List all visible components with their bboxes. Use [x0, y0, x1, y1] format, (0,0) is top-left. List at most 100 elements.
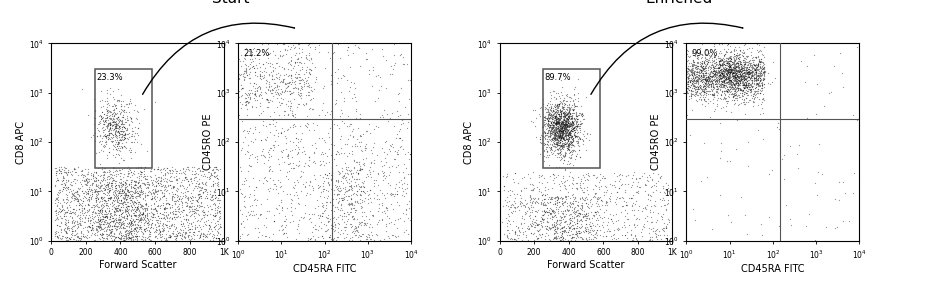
Point: [120, 188, 134, 193]
Point: [92, 237, 107, 241]
Point: [127, 180, 142, 184]
Point: [731, 102, 746, 107]
Point: [334, 214, 349, 218]
Point: [656, 227, 671, 232]
Point: [680, 54, 695, 59]
Point: [269, 71, 284, 76]
Point: [102, 132, 117, 137]
Point: [273, 91, 288, 95]
Point: [106, 126, 121, 131]
Point: [123, 226, 138, 231]
Point: [188, 210, 203, 214]
Point: [717, 79, 732, 84]
Point: [59, 214, 74, 219]
Point: [736, 51, 751, 56]
Point: [113, 191, 128, 195]
Point: [554, 135, 569, 140]
Point: [602, 182, 617, 186]
Point: [545, 130, 559, 134]
Point: [335, 231, 350, 235]
Point: [133, 192, 148, 196]
Point: [739, 68, 754, 72]
Point: [575, 214, 590, 218]
Point: [340, 219, 355, 224]
Point: [137, 237, 152, 242]
Point: [378, 86, 393, 91]
Point: [685, 63, 700, 68]
Point: [535, 217, 550, 221]
Point: [102, 221, 117, 225]
Point: [112, 138, 127, 142]
Point: [547, 132, 562, 137]
Point: [721, 55, 736, 60]
Point: [211, 182, 226, 186]
Point: [559, 137, 574, 142]
Point: [732, 68, 747, 73]
Point: [784, 222, 799, 227]
Point: [557, 114, 572, 119]
Point: [106, 89, 120, 93]
Point: [99, 132, 114, 137]
Point: [376, 108, 391, 112]
Point: [721, 67, 736, 71]
Point: [547, 128, 562, 133]
Point: [553, 135, 568, 140]
Point: [545, 117, 559, 121]
Point: [352, 64, 367, 68]
Point: [565, 192, 580, 197]
Point: [75, 184, 90, 189]
Point: [274, 129, 289, 134]
Point: [101, 231, 116, 236]
Point: [261, 148, 276, 152]
Point: [389, 164, 403, 169]
Point: [577, 213, 592, 218]
Point: [163, 225, 177, 230]
Point: [580, 203, 595, 208]
Point: [251, 61, 266, 65]
Point: [556, 228, 571, 233]
Point: [726, 75, 741, 80]
Point: [558, 102, 573, 106]
Point: [564, 127, 579, 131]
Point: [546, 119, 561, 124]
Point: [61, 220, 76, 224]
Point: [187, 226, 202, 231]
Point: [694, 68, 709, 73]
Point: [175, 203, 190, 207]
Point: [254, 138, 269, 142]
Point: [699, 89, 714, 93]
Point: [278, 134, 293, 139]
Point: [716, 88, 731, 93]
Point: [278, 173, 293, 178]
Point: [238, 67, 253, 72]
Point: [102, 121, 117, 126]
Point: [348, 116, 363, 121]
Point: [563, 224, 578, 228]
Point: [544, 149, 559, 154]
Point: [716, 68, 731, 73]
Point: [553, 95, 568, 100]
Point: [113, 233, 128, 237]
Point: [545, 171, 560, 176]
Point: [575, 139, 590, 143]
Point: [133, 190, 148, 194]
Point: [176, 207, 191, 212]
Point: [160, 179, 175, 184]
Point: [711, 77, 726, 82]
Point: [557, 138, 572, 143]
Point: [299, 70, 314, 75]
Point: [559, 106, 573, 111]
Point: [118, 210, 133, 215]
Point: [726, 72, 741, 77]
Point: [89, 193, 104, 198]
Point: [114, 121, 129, 126]
Point: [690, 79, 705, 84]
Point: [552, 130, 567, 135]
Point: [700, 71, 715, 75]
Point: [259, 81, 274, 86]
Point: [540, 102, 555, 107]
Point: [729, 79, 743, 84]
Point: [281, 99, 296, 103]
Point: [100, 214, 115, 219]
Point: [67, 196, 82, 201]
